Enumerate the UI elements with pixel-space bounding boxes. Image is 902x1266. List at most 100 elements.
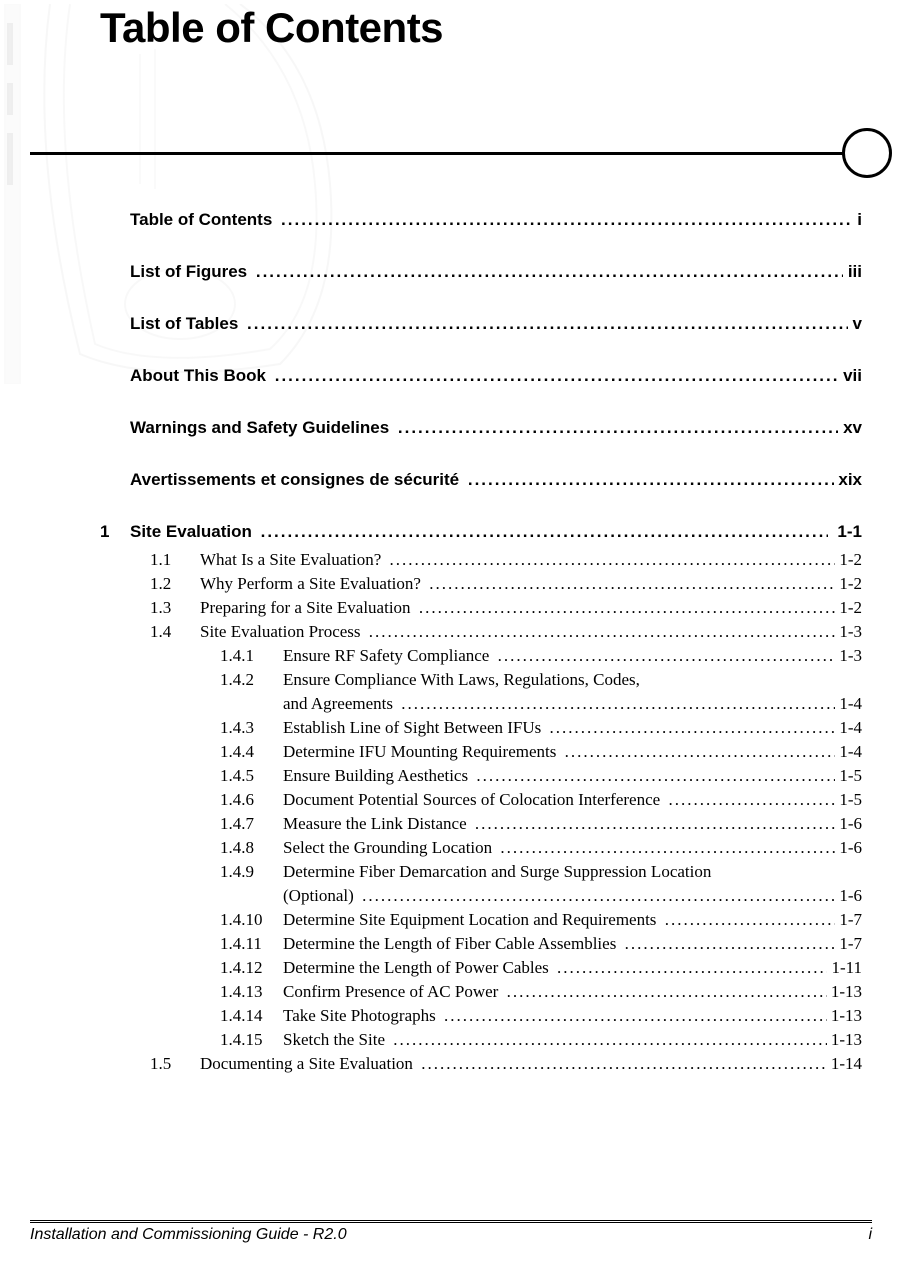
subsection-number: 1.4.9: [220, 862, 283, 882]
subsection-number: 1.4.13: [220, 982, 283, 1002]
subsection-cont-label: (Optional): [283, 886, 354, 906]
chapter-dots: [257, 522, 828, 542]
toc-front-entry: List of Figures iii: [130, 262, 862, 282]
subsection-dots: [440, 1006, 827, 1026]
toc-subsection-row: 1.4.15Sketch the Site 1-13: [130, 1030, 862, 1050]
toc-subsection-row: 1.4.6Document Potential Sources of Coloc…: [130, 790, 862, 810]
subsection-dots: [358, 886, 835, 906]
subsection-number: 1.4.4: [220, 742, 283, 762]
subsection-page: 1-4: [839, 694, 862, 714]
toc-subsection-row: 1.4.5Ensure Building Aesthetics 1-5: [130, 766, 862, 786]
subsection-dots: [661, 910, 835, 930]
subsection-cont-label: and Agreements: [283, 694, 393, 714]
toc-body: Table of Contents iList of Figures iiiLi…: [30, 210, 872, 1074]
front-dots: [271, 366, 839, 386]
toc-section-row: 1.4Site Evaluation Process 1-3: [130, 622, 862, 642]
subsection-label: Take Site Photographs: [283, 1006, 436, 1026]
subsection-label: Determine Fiber Demarcation and Surge Su…: [283, 862, 711, 882]
toc-subsection-row: 1.4.11Determine the Length of Fiber Cabl…: [130, 934, 862, 954]
page-footer: Installation and Commissioning Guide - R…: [30, 1220, 872, 1245]
footer-right: i: [868, 1226, 872, 1244]
subsection-label: Determine the Length of Fiber Cable Asse…: [283, 934, 616, 954]
toc-front-entry: Warnings and Safety Guidelines xv: [130, 418, 862, 438]
divider: [0, 152, 902, 155]
subsection-number: 1.4.12: [220, 958, 283, 978]
subsection-page: 1-13: [831, 982, 862, 1002]
toc-subsection-row: 1.4.2Ensure Compliance With Laws, Regula…: [130, 670, 862, 690]
front-page: i: [857, 210, 862, 230]
section-dots: [417, 1054, 826, 1074]
chapter-label: Site Evaluation: [130, 522, 252, 542]
subsection-page: 1-5: [839, 790, 862, 810]
chapter-page: 1-1: [837, 522, 862, 542]
subsection-label: Determine IFU Mounting Requirements: [283, 742, 556, 762]
front-label: List of Tables: [130, 314, 238, 334]
toc-subsection-continuation: and Agreements 1-4: [130, 694, 862, 714]
subsection-dots: [494, 646, 836, 666]
subsection-label: Measure the Link Distance: [283, 814, 467, 834]
front-dots: [243, 314, 848, 334]
subsection-dots: [664, 790, 835, 810]
toc-subsection-row: 1.4.8Select the Grounding Location 1-6: [130, 838, 862, 858]
subsection-page: 1-11: [831, 958, 862, 978]
section-page: 1-2: [839, 598, 862, 618]
subsection-page: 1-7: [839, 910, 862, 930]
subsection-label: Ensure Building Aesthetics: [283, 766, 468, 786]
toc-front-entry: List of Tables v: [130, 314, 862, 334]
subsection-page: 1-13: [831, 1006, 862, 1026]
subsection-dots: [561, 742, 835, 762]
front-label: List of Figures: [130, 262, 247, 282]
front-page: iii: [848, 262, 862, 282]
front-label: Avertissements et consignes de sécurité: [130, 470, 459, 490]
subsection-page: 1-6: [839, 886, 862, 906]
subsection-page: 1-5: [839, 766, 862, 786]
subsection-number: 1.4.3: [220, 718, 283, 738]
toc-front-entry: Avertissements et consignes de sécurité …: [130, 470, 862, 490]
section-dots: [425, 574, 835, 594]
section-label: What Is a Site Evaluation?: [200, 550, 381, 570]
section-number: 1.5: [150, 1054, 200, 1074]
section-number: 1.3: [150, 598, 200, 618]
toc-subsection-row: 1.4.13Confirm Presence of AC Power 1-13: [130, 982, 862, 1002]
subsection-dots: [397, 694, 835, 714]
toc-section-row: 1.2Why Perform a Site Evaluation? 1-2: [130, 574, 862, 594]
subsection-page: 1-6: [839, 814, 862, 834]
front-label: About This Book: [130, 366, 266, 386]
subsection-page: 1-7: [839, 934, 862, 954]
toc-subsection-row: 1.4.14Take Site Photographs 1-13: [130, 1006, 862, 1026]
toc-subsection-row: 1.4.3Establish Line of Sight Between IFU…: [130, 718, 862, 738]
toc-section-row: 1.1What Is a Site Evaluation? 1-2: [130, 550, 862, 570]
toc-subsection-row: 1.4.7Measure the Link Distance 1-6: [130, 814, 862, 834]
subsection-page: 1-6: [839, 838, 862, 858]
section-page: 1-2: [839, 550, 862, 570]
subsection-label: Sketch the Site: [283, 1030, 385, 1050]
footer-left: Installation and Commissioning Guide - R…: [30, 1226, 347, 1244]
subsection-number: 1.4.6: [220, 790, 283, 810]
section-label: Why Perform a Site Evaluation?: [200, 574, 421, 594]
front-dots: [252, 262, 843, 282]
toc-section-row: 1.3Preparing for a Site Evaluation 1-2: [130, 598, 862, 618]
subsection-page: 1-4: [839, 718, 862, 738]
subsection-number: 1.4.11: [220, 934, 283, 954]
front-label: Warnings and Safety Guidelines: [130, 418, 389, 438]
section-dots: [386, 550, 836, 570]
subsection-number: 1.4.15: [220, 1030, 283, 1050]
subsection-number: 1.4.7: [220, 814, 283, 834]
section-page: 1-2: [839, 574, 862, 594]
front-page: xix: [838, 470, 862, 490]
section-page: 1-3: [839, 622, 862, 642]
toc-subsection-row: 1.4.12Determine the Length of Power Cabl…: [130, 958, 862, 978]
section-number: 1.1: [150, 550, 200, 570]
front-page: vii: [843, 366, 862, 386]
section-dots: [415, 598, 835, 618]
subsection-number: 1.4.2: [220, 670, 283, 690]
subsection-label: Determine Site Equipment Location and Re…: [283, 910, 656, 930]
subsection-label: Determine the Length of Power Cables: [283, 958, 549, 978]
subsection-label: Ensure Compliance With Laws, Regulations…: [283, 670, 640, 690]
subsection-dots: [389, 1030, 826, 1050]
toc-front-entry: About This Book vii: [130, 366, 862, 386]
subsection-dots: [621, 934, 836, 954]
subsection-number: 1.4.1: [220, 646, 283, 666]
subsection-dots: [553, 958, 827, 978]
subsection-label: Confirm Presence of AC Power: [283, 982, 498, 1002]
